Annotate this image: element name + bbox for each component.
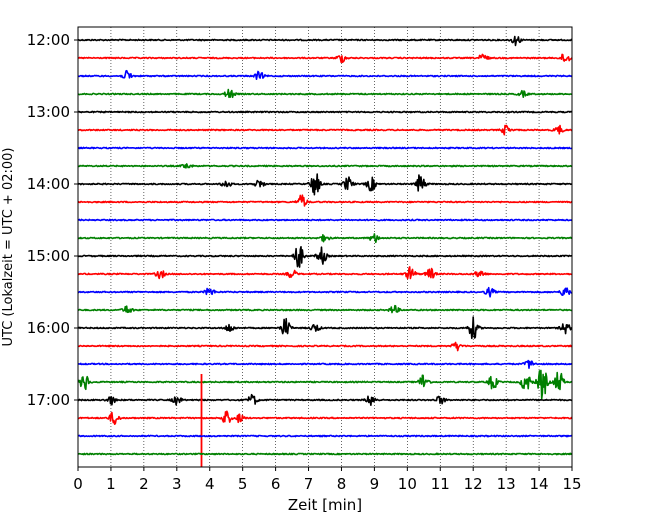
seismic-trace [77, 341, 573, 352]
seismic-trace [77, 369, 573, 400]
seismic-trace [77, 110, 573, 114]
seismic-trace [77, 246, 573, 268]
trace-group [77, 35, 573, 467]
y-tick-label: 17:00 [27, 391, 70, 409]
x-tick-label: 10 [398, 475, 417, 493]
y-tick-label: 15:00 [27, 247, 70, 265]
y-tick-label: 14:00 [27, 175, 70, 193]
seismic-trace [77, 194, 573, 207]
y-tick-label: 12:00 [27, 31, 70, 49]
seismic-trace [77, 410, 573, 425]
grid-lines [110, 27, 540, 467]
seismic-trace [77, 452, 573, 456]
seismic-trace [77, 53, 573, 64]
seismic-trace [77, 393, 573, 406]
x-tick-label: 5 [238, 475, 248, 493]
seismic-trace [77, 88, 573, 99]
seismic-trace [77, 163, 573, 169]
seismic-trace [77, 316, 573, 340]
seismic-trace [77, 233, 573, 244]
x-tick-label: 13 [497, 475, 516, 493]
seismic-trace [77, 146, 573, 150]
seismic-trace [77, 359, 573, 369]
plot-area [78, 27, 572, 467]
seismic-trace [77, 69, 573, 80]
plot-frame [77, 26, 573, 468]
y-tick-label: 16:00 [27, 319, 70, 337]
seismic-trace [77, 434, 573, 438]
seismic-trace [77, 286, 573, 298]
y-axis-title: UTC (Lokalzeit = UTC + 02:00) [1, 148, 16, 347]
y-axis: 12:00 13:00 14:00 15:00 16:00 17:00 [27, 31, 78, 409]
x-tick-label: 2 [139, 475, 149, 493]
seismic-trace [77, 304, 573, 314]
seismic-trace [77, 218, 573, 222]
x-tick-label: 0 [73, 475, 83, 493]
x-tick-label: 4 [205, 475, 215, 493]
x-tick-label: 6 [271, 475, 281, 493]
seismic-trace [77, 124, 573, 136]
x-tick-label: 15 [562, 475, 581, 493]
seismic-trace [77, 35, 573, 47]
x-tick-label: 3 [172, 475, 182, 493]
x-tick-label: 9 [370, 475, 380, 493]
x-tick-label: 11 [431, 475, 450, 493]
seismic-trace [77, 173, 573, 196]
x-tick-label: 7 [304, 475, 314, 493]
x-tick-label: 8 [337, 475, 347, 493]
x-axis: 0 1 2 3 4 5 6 7 8 9 10 11 12 13 14 15 [73, 467, 582, 493]
x-tick-label: 12 [464, 475, 483, 493]
x-tick-label: 1 [106, 475, 116, 493]
x-tick-label: 14 [530, 475, 549, 493]
x-axis-title: Zeit [min] [288, 496, 362, 514]
y-tick-label: 13:00 [27, 103, 70, 121]
seismic-trace [77, 266, 573, 280]
